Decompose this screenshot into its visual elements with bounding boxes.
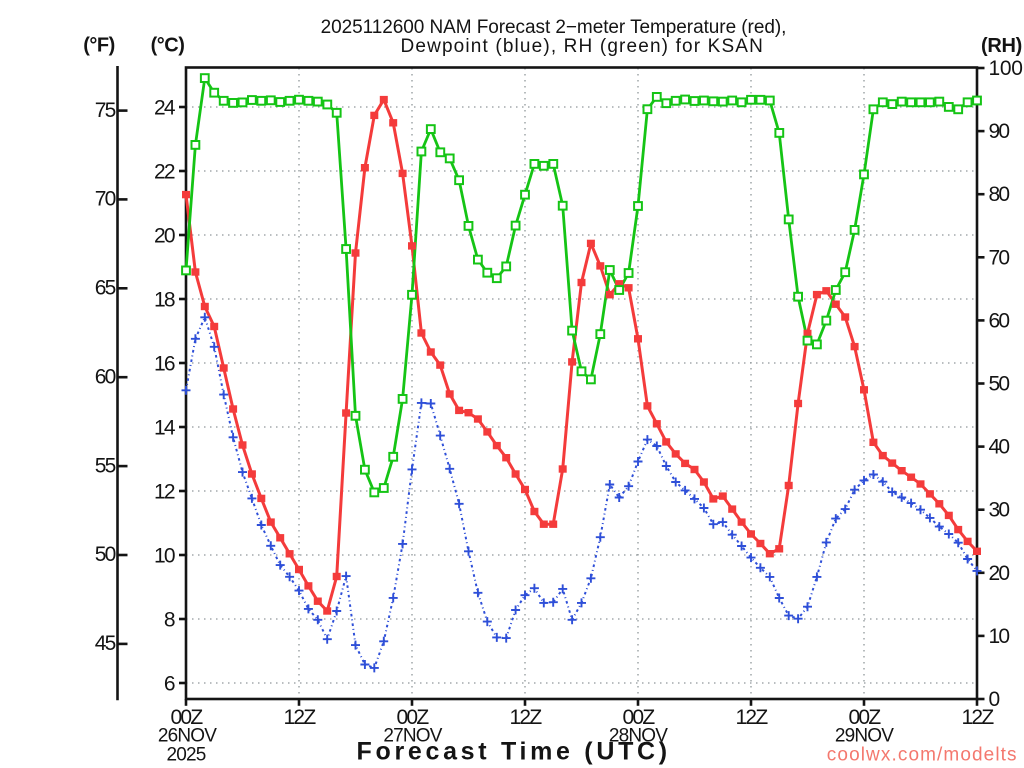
svg-text:70: 70 <box>95 188 116 211</box>
svg-text:12: 12 <box>154 481 175 504</box>
svg-text:65: 65 <box>95 277 116 300</box>
svg-text:22: 22 <box>154 161 175 184</box>
svg-text:12Z: 12Z <box>283 706 316 729</box>
svg-text:27NOV: 27NOV <box>383 726 442 747</box>
svg-text:12Z: 12Z <box>961 706 994 729</box>
svg-text:26NOV: 26NOV <box>158 726 217 747</box>
svg-text:20: 20 <box>154 225 175 248</box>
svg-text:12Z: 12Z <box>735 706 768 729</box>
svg-text:55: 55 <box>95 454 116 477</box>
svg-text:14: 14 <box>154 417 176 440</box>
svg-text:50: 50 <box>95 543 116 566</box>
svg-text:30: 30 <box>989 499 1010 522</box>
svg-text:24: 24 <box>154 97 176 120</box>
svg-text:80: 80 <box>989 183 1010 206</box>
svg-text:16: 16 <box>154 353 175 376</box>
svg-text:00Z: 00Z <box>622 706 655 729</box>
svg-text:00Z: 00Z <box>396 706 429 729</box>
svg-text:10: 10 <box>989 625 1010 648</box>
svg-text:2025: 2025 <box>166 744 205 765</box>
svg-text:(°F): (°F) <box>83 35 115 57</box>
svg-text:100: 100 <box>989 57 1023 80</box>
svg-text:60: 60 <box>95 365 116 388</box>
svg-text:Dewpoint (blue), RH (green) fo: Dewpoint (blue), RH (green) for KSAN <box>401 36 764 57</box>
svg-text:12Z: 12Z <box>509 706 542 729</box>
svg-text:8: 8 <box>164 609 175 632</box>
svg-text:75: 75 <box>95 99 116 122</box>
svg-text:(RH): (RH) <box>981 35 1022 57</box>
svg-text:coolwx.com/modelts: coolwx.com/modelts <box>827 745 1018 766</box>
svg-text:45: 45 <box>95 632 116 655</box>
svg-text:90: 90 <box>989 120 1010 143</box>
svg-text:28NOV: 28NOV <box>609 726 668 747</box>
svg-text:0: 0 <box>989 688 1000 711</box>
svg-text:29NOV: 29NOV <box>835 726 894 747</box>
svg-text:Forecast Time (UTC): Forecast Time (UTC) <box>357 738 671 766</box>
svg-text:00Z: 00Z <box>170 706 203 729</box>
svg-text:00Z: 00Z <box>848 706 881 729</box>
svg-text:40: 40 <box>989 436 1010 459</box>
svg-text:2025112600 NAM Forecast 2−mete: 2025112600 NAM Forecast 2−meter Temperat… <box>321 17 787 38</box>
svg-text:10: 10 <box>154 545 175 568</box>
svg-text:6: 6 <box>164 673 175 696</box>
svg-text:(°C): (°C) <box>151 35 185 57</box>
svg-text:50: 50 <box>989 373 1010 396</box>
svg-text:60: 60 <box>989 309 1010 332</box>
svg-text:20: 20 <box>989 562 1010 585</box>
svg-text:70: 70 <box>989 246 1010 269</box>
svg-text:18: 18 <box>154 289 175 312</box>
